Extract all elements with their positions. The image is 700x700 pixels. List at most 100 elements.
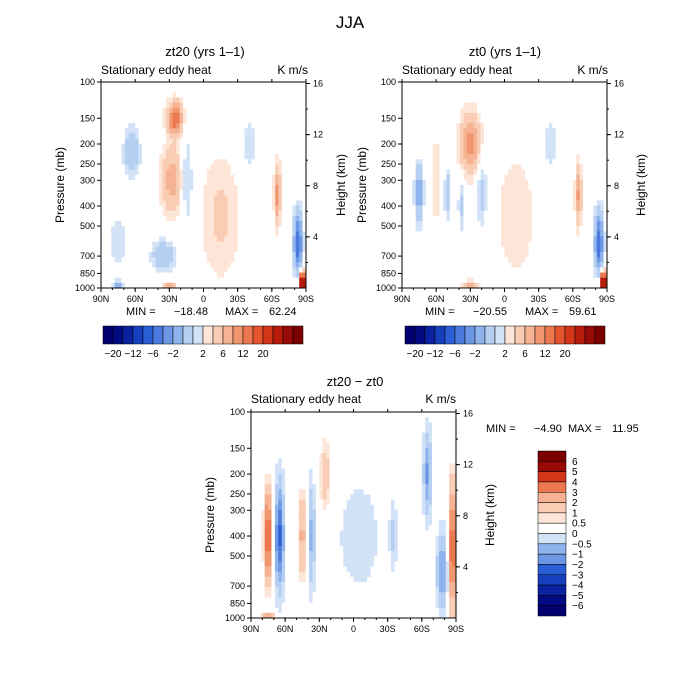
heatmap-cell [155, 221, 160, 227]
heatmap-cell [456, 277, 461, 284]
heatmap-cell [261, 87, 266, 93]
heatmap-cell [278, 174, 283, 181]
heatmap-cell [111, 190, 115, 196]
heatmap-cell [282, 236, 286, 242]
heatmap-cell [545, 195, 550, 201]
heatmap-cell [439, 282, 444, 289]
heatmap-cell [432, 138, 437, 145]
heatmap-cell [241, 221, 245, 227]
heatmap-cell [241, 231, 245, 237]
heatmap-cell [525, 262, 529, 268]
heatmap-cell [507, 82, 512, 88]
heatmap-cell [415, 87, 420, 93]
heatmap-cell [114, 241, 119, 248]
heatmap-cell [189, 185, 194, 191]
heatmap-cell [186, 179, 191, 186]
heatmap-cell [572, 133, 577, 139]
heatmap-cell [443, 277, 447, 284]
heatmap-cell [562, 195, 567, 201]
heatmap-cell [484, 195, 488, 201]
heatmap-cell [138, 185, 143, 191]
heatmap-cell [449, 143, 454, 150]
heatmap-cell [566, 195, 570, 201]
heatmap-cell [107, 154, 112, 160]
heatmap-cell [490, 210, 495, 217]
heatmap-cell [507, 262, 512, 268]
heatmap-cell [422, 179, 427, 186]
heatmap-cell [169, 112, 174, 119]
heatmap-cell [593, 231, 598, 237]
heatmap-cell [562, 200, 567, 206]
heatmap-cell [470, 164, 475, 170]
heatmap-cell [521, 154, 526, 160]
heatmap-cell [145, 107, 150, 114]
heatmap-cell [278, 138, 283, 145]
heatmap-cell [203, 251, 208, 258]
heatmap-cell [596, 215, 601, 222]
heatmap-cell [473, 92, 478, 98]
heatmap-cell [131, 221, 136, 227]
heatmap-cell [285, 246, 290, 253]
heatmap-cell [528, 164, 533, 170]
heatmap-cell [507, 102, 512, 109]
heatmap-cell [220, 138, 225, 145]
heatmap-cell [258, 107, 262, 114]
heatmap-cell [576, 148, 580, 155]
heatmap-cell [405, 174, 410, 181]
heatmap-cell [402, 231, 406, 237]
heatmap-cell [268, 169, 273, 175]
heatmap-cell [572, 82, 577, 88]
heatmap-cell [514, 226, 519, 232]
heatmap-cell [473, 169, 478, 175]
heatmap-cell [408, 107, 413, 114]
heatmap-cell [466, 251, 471, 258]
heatmap-cell [131, 195, 136, 201]
heatmap-cell [589, 133, 594, 139]
heatmap-cell [155, 246, 160, 253]
heatmap-cell [285, 179, 290, 186]
heatmap-cell [487, 148, 492, 155]
heatmap-cell [453, 236, 457, 242]
heatmap-cell [545, 154, 550, 160]
heatmap-cell [511, 221, 516, 227]
heatmap-cell [405, 102, 410, 109]
heatmap-cell [176, 154, 180, 160]
heatmap-cell [425, 128, 430, 134]
heatmap-cell [460, 148, 464, 155]
heatmap-cell [247, 169, 252, 175]
heatmap-cell [405, 262, 410, 268]
heatmap-cell [453, 251, 457, 258]
heatmap-cell [542, 133, 546, 139]
heatmap-cell [278, 267, 283, 273]
heatmap-cell [210, 246, 215, 253]
heatmap-cell [480, 282, 485, 289]
heatmap-cell [114, 262, 119, 268]
heatmap-cell [189, 200, 194, 206]
heatmap-cell [288, 164, 293, 170]
heatmap-cell [436, 215, 440, 222]
heatmap-cell [603, 200, 608, 206]
heatmap-cell [183, 107, 187, 114]
heatmap-cell [135, 262, 139, 268]
heatmap-cell [603, 277, 608, 284]
heatmap-cell [415, 246, 420, 253]
heatmap-cell [159, 148, 163, 155]
heatmap-cell [528, 133, 533, 139]
heatmap-cell [422, 154, 427, 160]
heatmap-cell [603, 246, 608, 253]
heatmap-cell [514, 123, 519, 129]
heatmap-cell [148, 123, 153, 129]
heatmap-cell [254, 257, 259, 263]
heatmap-cell [535, 267, 539, 273]
heatmap-cell [203, 246, 208, 253]
heatmap-cell [593, 128, 598, 134]
heatmap-cell [566, 148, 570, 155]
heatmap-cell [275, 277, 279, 284]
heatmap-cell [456, 123, 461, 129]
heatmap-cell [142, 159, 146, 165]
heatmap-cell [261, 179, 266, 186]
heatmap-cell [114, 169, 119, 175]
heatmap-cell [494, 138, 498, 145]
heatmap-cell [176, 262, 180, 268]
heatmap-cell [579, 97, 584, 103]
